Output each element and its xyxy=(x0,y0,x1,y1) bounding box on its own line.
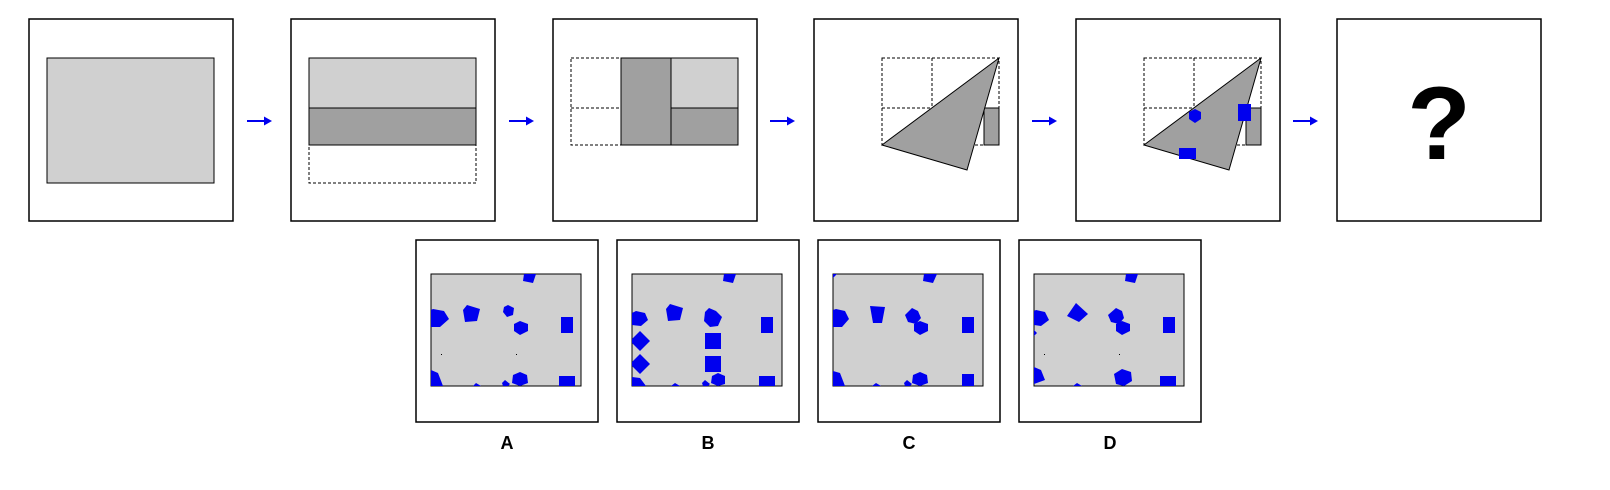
option-hole xyxy=(912,372,928,386)
option-hole xyxy=(514,321,528,335)
step-3-panel xyxy=(552,18,758,222)
option-hole xyxy=(431,370,443,386)
option-hole xyxy=(1034,367,1045,384)
right-arrow-icon xyxy=(770,116,795,126)
option-hole xyxy=(1163,317,1175,333)
option-hole xyxy=(1073,383,1082,386)
step-1-panel xyxy=(28,18,234,222)
option-hole xyxy=(904,380,912,386)
option-hole xyxy=(473,383,481,386)
option-hole xyxy=(559,376,575,386)
option-hole xyxy=(905,308,921,324)
right-arrow-icon xyxy=(1032,116,1057,126)
step-2-panel xyxy=(290,18,496,222)
option-hole xyxy=(705,333,721,349)
option-hole xyxy=(1116,321,1130,335)
step-5-panel xyxy=(1075,18,1281,222)
option-b-label[interactable]: B xyxy=(701,433,715,453)
option-hole xyxy=(1114,369,1132,386)
option-hole xyxy=(632,354,650,374)
option-d-panel[interactable] xyxy=(1018,239,1202,423)
option-hole xyxy=(759,376,775,386)
option-a-panel[interactable] xyxy=(415,239,599,423)
option-hole xyxy=(923,274,937,283)
option-hole xyxy=(463,305,480,322)
option-c-panel[interactable] xyxy=(817,239,1001,423)
option-hole xyxy=(1125,274,1138,283)
option-hole xyxy=(702,380,710,386)
option-b-panel[interactable] xyxy=(616,239,800,423)
option-hole xyxy=(833,371,845,386)
option-hole xyxy=(1160,376,1176,386)
option-hole xyxy=(962,317,974,333)
option-hole xyxy=(704,308,722,327)
option-hole xyxy=(561,317,573,333)
option-hole xyxy=(723,274,736,283)
option-hole xyxy=(872,383,881,386)
option-c-label[interactable]: C xyxy=(902,433,916,453)
punched-hole xyxy=(1179,148,1196,159)
option-hole xyxy=(503,305,514,317)
option-hole xyxy=(502,380,510,386)
option-hole xyxy=(666,304,683,321)
option-hole xyxy=(1034,330,1037,336)
option-hole xyxy=(1034,310,1049,326)
step-4-panel xyxy=(813,18,1019,222)
option-hole xyxy=(632,331,650,351)
option-hole xyxy=(833,309,849,327)
option-hole xyxy=(914,321,928,335)
option-hole xyxy=(962,374,974,386)
question-mark: ? xyxy=(1407,66,1471,182)
option-hole xyxy=(711,373,725,386)
punched-hole xyxy=(1238,104,1251,121)
option-a-label[interactable]: A xyxy=(500,433,514,453)
right-arrow-icon xyxy=(1293,116,1318,126)
option-hole xyxy=(870,306,885,323)
question-panel: ? xyxy=(1336,18,1542,222)
option-hole xyxy=(1067,303,1088,322)
option-hole xyxy=(512,372,528,386)
option-hole xyxy=(833,274,837,278)
punched-hole xyxy=(1189,109,1201,123)
option-hole xyxy=(761,317,773,333)
option-hole xyxy=(671,383,680,386)
option-hole xyxy=(523,274,536,283)
option-hole xyxy=(431,309,449,327)
option-hole xyxy=(1108,308,1124,324)
option-hole xyxy=(632,311,648,326)
option-specks xyxy=(441,354,1120,355)
right-arrow-icon xyxy=(509,116,534,126)
option-hole xyxy=(632,377,646,386)
option-hole xyxy=(705,356,721,372)
option-d-label[interactable]: D xyxy=(1103,433,1117,453)
right-arrow-icon xyxy=(247,116,272,126)
